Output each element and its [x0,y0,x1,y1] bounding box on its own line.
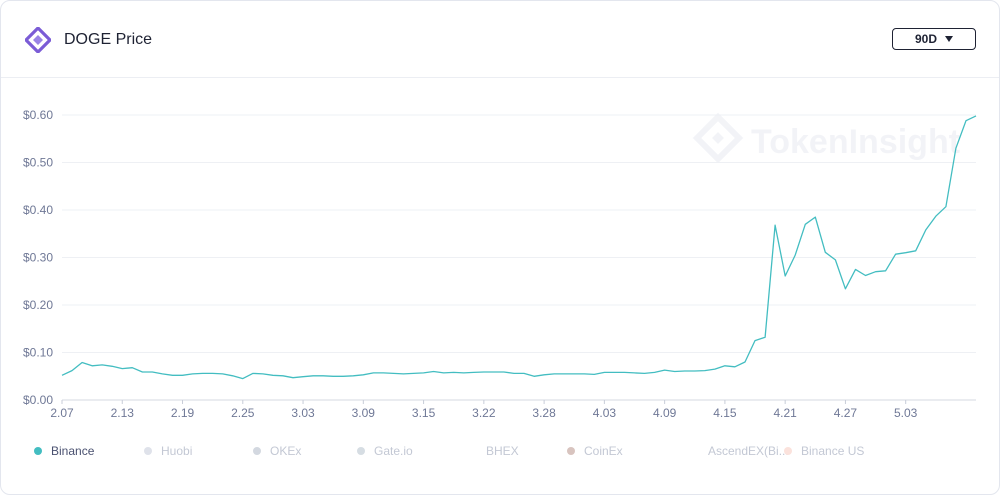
x-tick-label: 3.28 [532,406,556,420]
y-tick-label: $0.60 [23,108,53,122]
y-tick-label: $0.20 [23,298,53,312]
legend-dot-icon [357,447,365,455]
gridlines [62,114,976,401]
x-tick-label: 4.27 [834,406,858,420]
y-tick-label: $0.00 [23,393,53,407]
legend-item-bhex[interactable]: BHEX [469,444,519,458]
x-tick-label: 2.13 [111,406,135,420]
legend-dot-icon [567,447,575,455]
legend-item-binance-us[interactable]: Binance US [784,444,864,458]
dogecoin-logo-icon [25,27,51,53]
x-tick-label: 2.19 [171,406,195,420]
x-tick-label: 4.09 [653,406,677,420]
watermark: TokenInsight [692,112,960,164]
x-tick-label: 4.15 [713,406,737,420]
watermark-text: TokenInsight [751,123,960,161]
legend-dot-icon [34,447,42,455]
legend-item-gate-io[interactable]: Gate.io [357,444,413,458]
caret-down-icon [945,36,953,42]
x-tick-label: 5.03 [894,406,918,420]
x-tick-label: 3.09 [352,406,376,420]
legend-label: CoinEx [584,444,623,458]
legend-item-huobi[interactable]: Huobi [144,444,192,458]
price-line-chart: TokenInsight $0.00$0.10$0.20$0.30$0.40$0… [23,108,977,420]
x-tick-label: 3.22 [472,406,496,420]
legend-label: OKEx [270,444,302,458]
x-tick-label: 3.15 [412,406,436,420]
legend-dot-icon [144,447,152,455]
x-axis: 2.07 2.13 2.19 2.25 3.03 3.09 3.15 3.22 3.28 4.03… [50,400,918,420]
legend-dot-icon [469,447,477,455]
legend-item-okex[interactable]: OKEx [253,444,301,458]
legend-label: Binance [51,444,95,458]
y-axis: $0.00 $0.10 $0.20 $0.30 $0.40 $0.50 $0.60 [23,108,53,407]
legend-label: AscendEX(Bi... [708,444,789,458]
legend-label: Huobi [161,444,193,458]
legend-dot-icon [691,447,699,455]
card-header: DOGE Price 90D [1,1,999,78]
legend-label: Binance US [801,444,865,458]
y-tick-label: $0.30 [23,251,53,265]
x-tick-label: 2.07 [50,406,74,420]
series-group [61,115,977,380]
legend-dot-icon [253,447,261,455]
y-tick-label: $0.10 [23,346,53,360]
x-tick-label: 4.21 [773,406,797,420]
period-label: 90D [914,32,937,46]
legend-label: BHEX [486,444,519,458]
y-tick-label: $0.50 [23,156,53,170]
period-dropdown[interactable]: 90D [892,28,976,50]
series-line-binance [61,115,977,380]
legend-label: Gate.io [374,444,413,458]
x-tick-label: 2.25 [231,406,255,420]
legend-dot-icon [784,447,792,455]
legend: Binance Huobi OKEx Gate.io BHEX CoinEx AscendE… [34,444,974,460]
legend-item-ascendex-bi[interactable]: AscendEX(Bi... [691,444,789,458]
legend-item-binance[interactable]: Binance [34,444,94,458]
legend-item-coinex[interactable]: CoinEx [567,444,623,458]
page-title: DOGE Price [64,31,153,48]
x-tick-label: 4.03 [593,406,617,420]
y-tick-label: $0.40 [23,203,53,217]
x-tick-label: 3.03 [291,406,315,420]
